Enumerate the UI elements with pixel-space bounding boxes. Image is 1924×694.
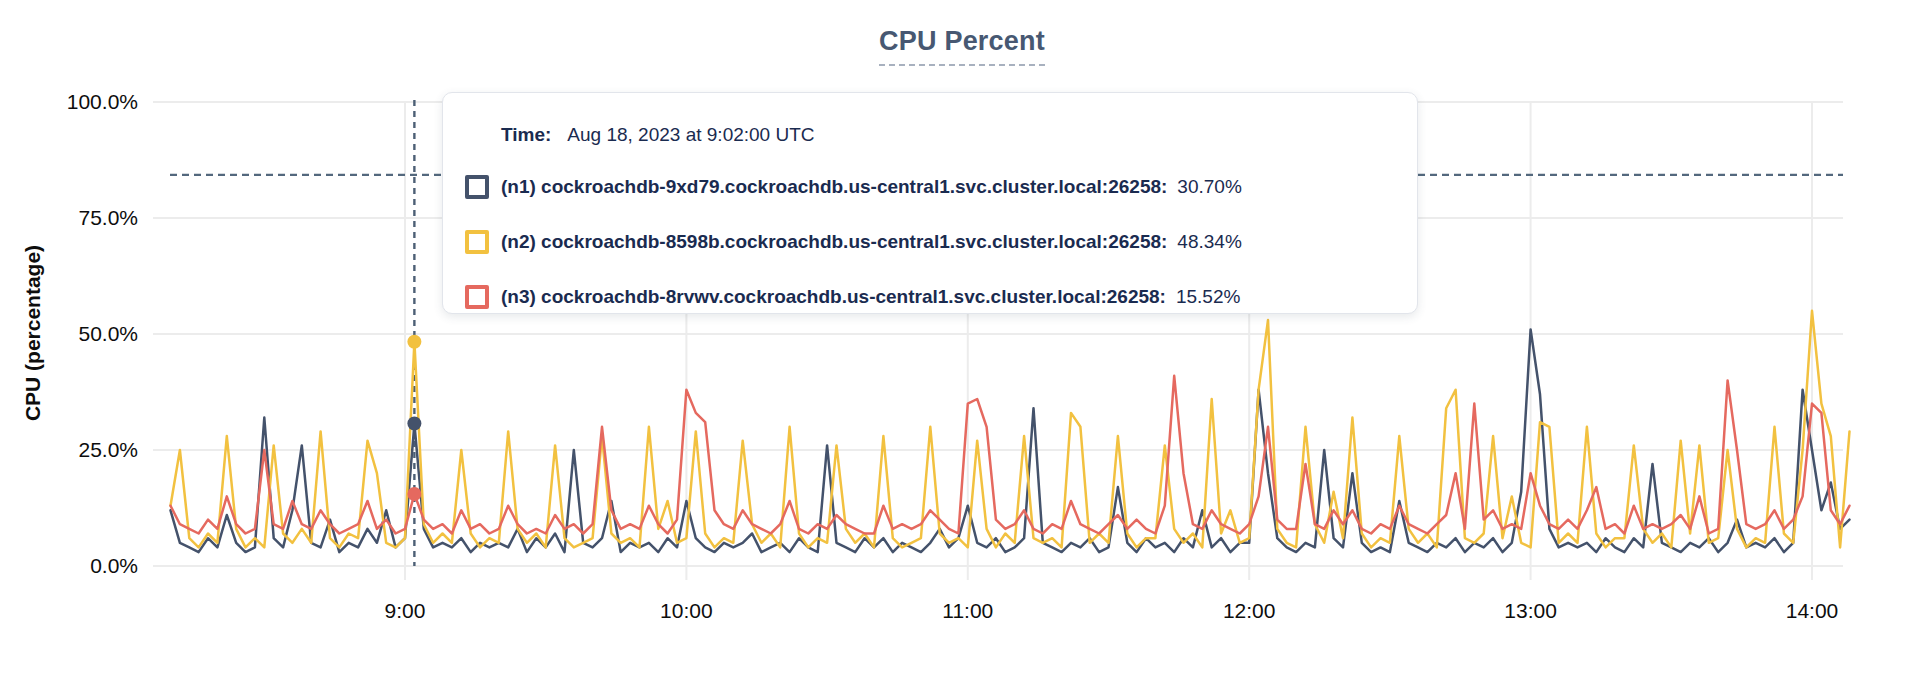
y-tick-label: 25.0% (78, 438, 138, 461)
x-tick-label: 9:00 (385, 599, 426, 622)
x-tick-label: 14:00 (1786, 599, 1839, 622)
y-tick-label: 100.0% (67, 90, 138, 113)
y-tick-label: 50.0% (78, 322, 138, 345)
tooltip-time-row: Time: Aug 18, 2023 at 9:02:00 UTC (465, 124, 1397, 146)
crosshair-dot-n3 (407, 487, 421, 501)
chart-title: CPU Percent (879, 26, 1045, 66)
y-axis-title: CPU (percentage) (21, 245, 44, 421)
series-color-swatch-n3 (465, 285, 489, 309)
tooltip-series-row-n3: (n3) cockroachdb-8rvwv.cockroachdb.us-ce… (465, 285, 1397, 309)
tooltip-series-value-n1: 30.70% (1177, 176, 1241, 198)
tooltip-time-label: Time: (501, 124, 551, 145)
tooltip-series-label-n3: (n3) cockroachdb-8rvwv.cockroachdb.us-ce… (501, 286, 1166, 308)
x-tick-label: 10:00 (660, 599, 713, 622)
tooltip-series-label-n1: (n1) cockroachdb-9xd79.cockroachdb.us-ce… (501, 176, 1167, 198)
series-color-swatch-n2 (465, 230, 489, 254)
series-color-swatch-n1 (465, 175, 489, 199)
x-tick-label: 11:00 (942, 599, 993, 622)
x-tick-label: 12:00 (1223, 599, 1276, 622)
crosshair-dot-n2 (407, 335, 421, 349)
tooltip-time-value: Aug 18, 2023 at 9:02:00 UTC (567, 124, 814, 145)
tooltip-series-label-n2: (n2) cockroachdb-8598b.cockroachdb.us-ce… (501, 231, 1167, 253)
crosshair-dot-n1 (407, 417, 421, 431)
y-tick-label: 0.0% (90, 554, 138, 577)
chart-title-wrap: CPU Percent (0, 26, 1924, 66)
tooltip-series-value-n2: 48.34% (1177, 231, 1241, 253)
cpu-percent-chart-panel: 0.0% 25.0% 50.0% 75.0% 100.0% 9:00 10:00 11:00 1… (0, 0, 1924, 694)
tooltip-series-row-n1: (n1) cockroachdb-9xd79.cockroachdb.us-ce… (465, 175, 1397, 199)
x-tick-label: 13:00 (1504, 599, 1557, 622)
y-tick-label: 75.0% (78, 206, 138, 229)
chart-tooltip: Time: Aug 18, 2023 at 9:02:00 UTC (n1) co… (442, 92, 1418, 314)
tooltip-series-row-n2: (n2) cockroachdb-8598b.cockroachdb.us-ce… (465, 230, 1397, 254)
tooltip-series-value-n3: 15.52% (1176, 286, 1240, 308)
series-line-n2 (171, 311, 1850, 548)
